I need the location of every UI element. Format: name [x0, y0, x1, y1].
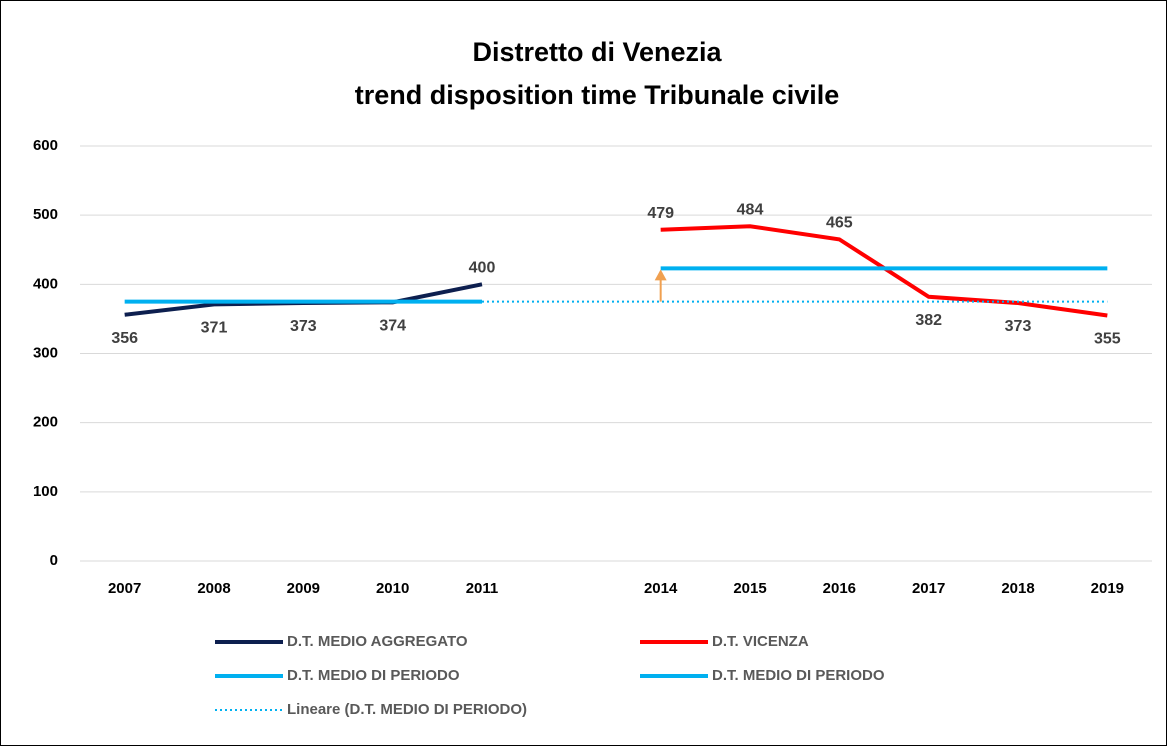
legend-label: Lineare (D.T. MEDIO DI PERIODO)	[287, 701, 527, 718]
x-tick-label: 2008	[197, 580, 230, 597]
x-tick-label: 2016	[823, 580, 856, 597]
legend-label: D.T. MEDIO DI PERIODO	[712, 667, 885, 684]
data-label: 374	[379, 318, 406, 335]
data-label: 371	[201, 320, 228, 337]
legend-label: D.T. MEDIO AGGREGATO	[287, 633, 468, 650]
y-tick-label: 100	[33, 483, 58, 500]
x-tick-label: 2015	[733, 580, 766, 597]
x-tick-label: 2019	[1091, 580, 1124, 597]
data-label: 355	[1094, 331, 1121, 348]
x-tick-label: 2010	[376, 580, 409, 597]
legend-label: D.T. VICENZA	[712, 633, 809, 650]
x-tick-label: 2018	[1001, 580, 1034, 597]
data-label: 356	[111, 330, 138, 347]
y-tick-label: 0	[50, 552, 58, 569]
y-tick-label: 400	[33, 275, 58, 292]
data-label: 382	[915, 312, 942, 329]
y-tick-label: 300	[33, 344, 58, 361]
chart-title: Distretto di Venezia	[472, 37, 722, 67]
x-tick-label: 2014	[644, 580, 678, 597]
data-label: 465	[826, 215, 853, 232]
y-tick-label: 500	[33, 206, 58, 223]
data-label: 373	[1005, 318, 1032, 335]
x-tick-label: 2011	[466, 580, 499, 597]
data-label: 400	[469, 260, 496, 277]
arrow-head	[654, 269, 667, 281]
chart-title: trend disposition time Tribunale civile	[355, 80, 840, 110]
x-tick-label: 2017	[912, 580, 945, 597]
data-label: 373	[290, 318, 317, 335]
y-tick-label: 600	[33, 137, 58, 154]
data-label: 484	[737, 201, 764, 218]
x-tick-label: 2007	[108, 580, 141, 597]
legend-label: D.T. MEDIO DI PERIODO	[287, 667, 460, 684]
y-tick-label: 200	[33, 414, 58, 431]
data-label: 479	[647, 205, 674, 222]
x-tick-label: 2009	[287, 580, 320, 597]
